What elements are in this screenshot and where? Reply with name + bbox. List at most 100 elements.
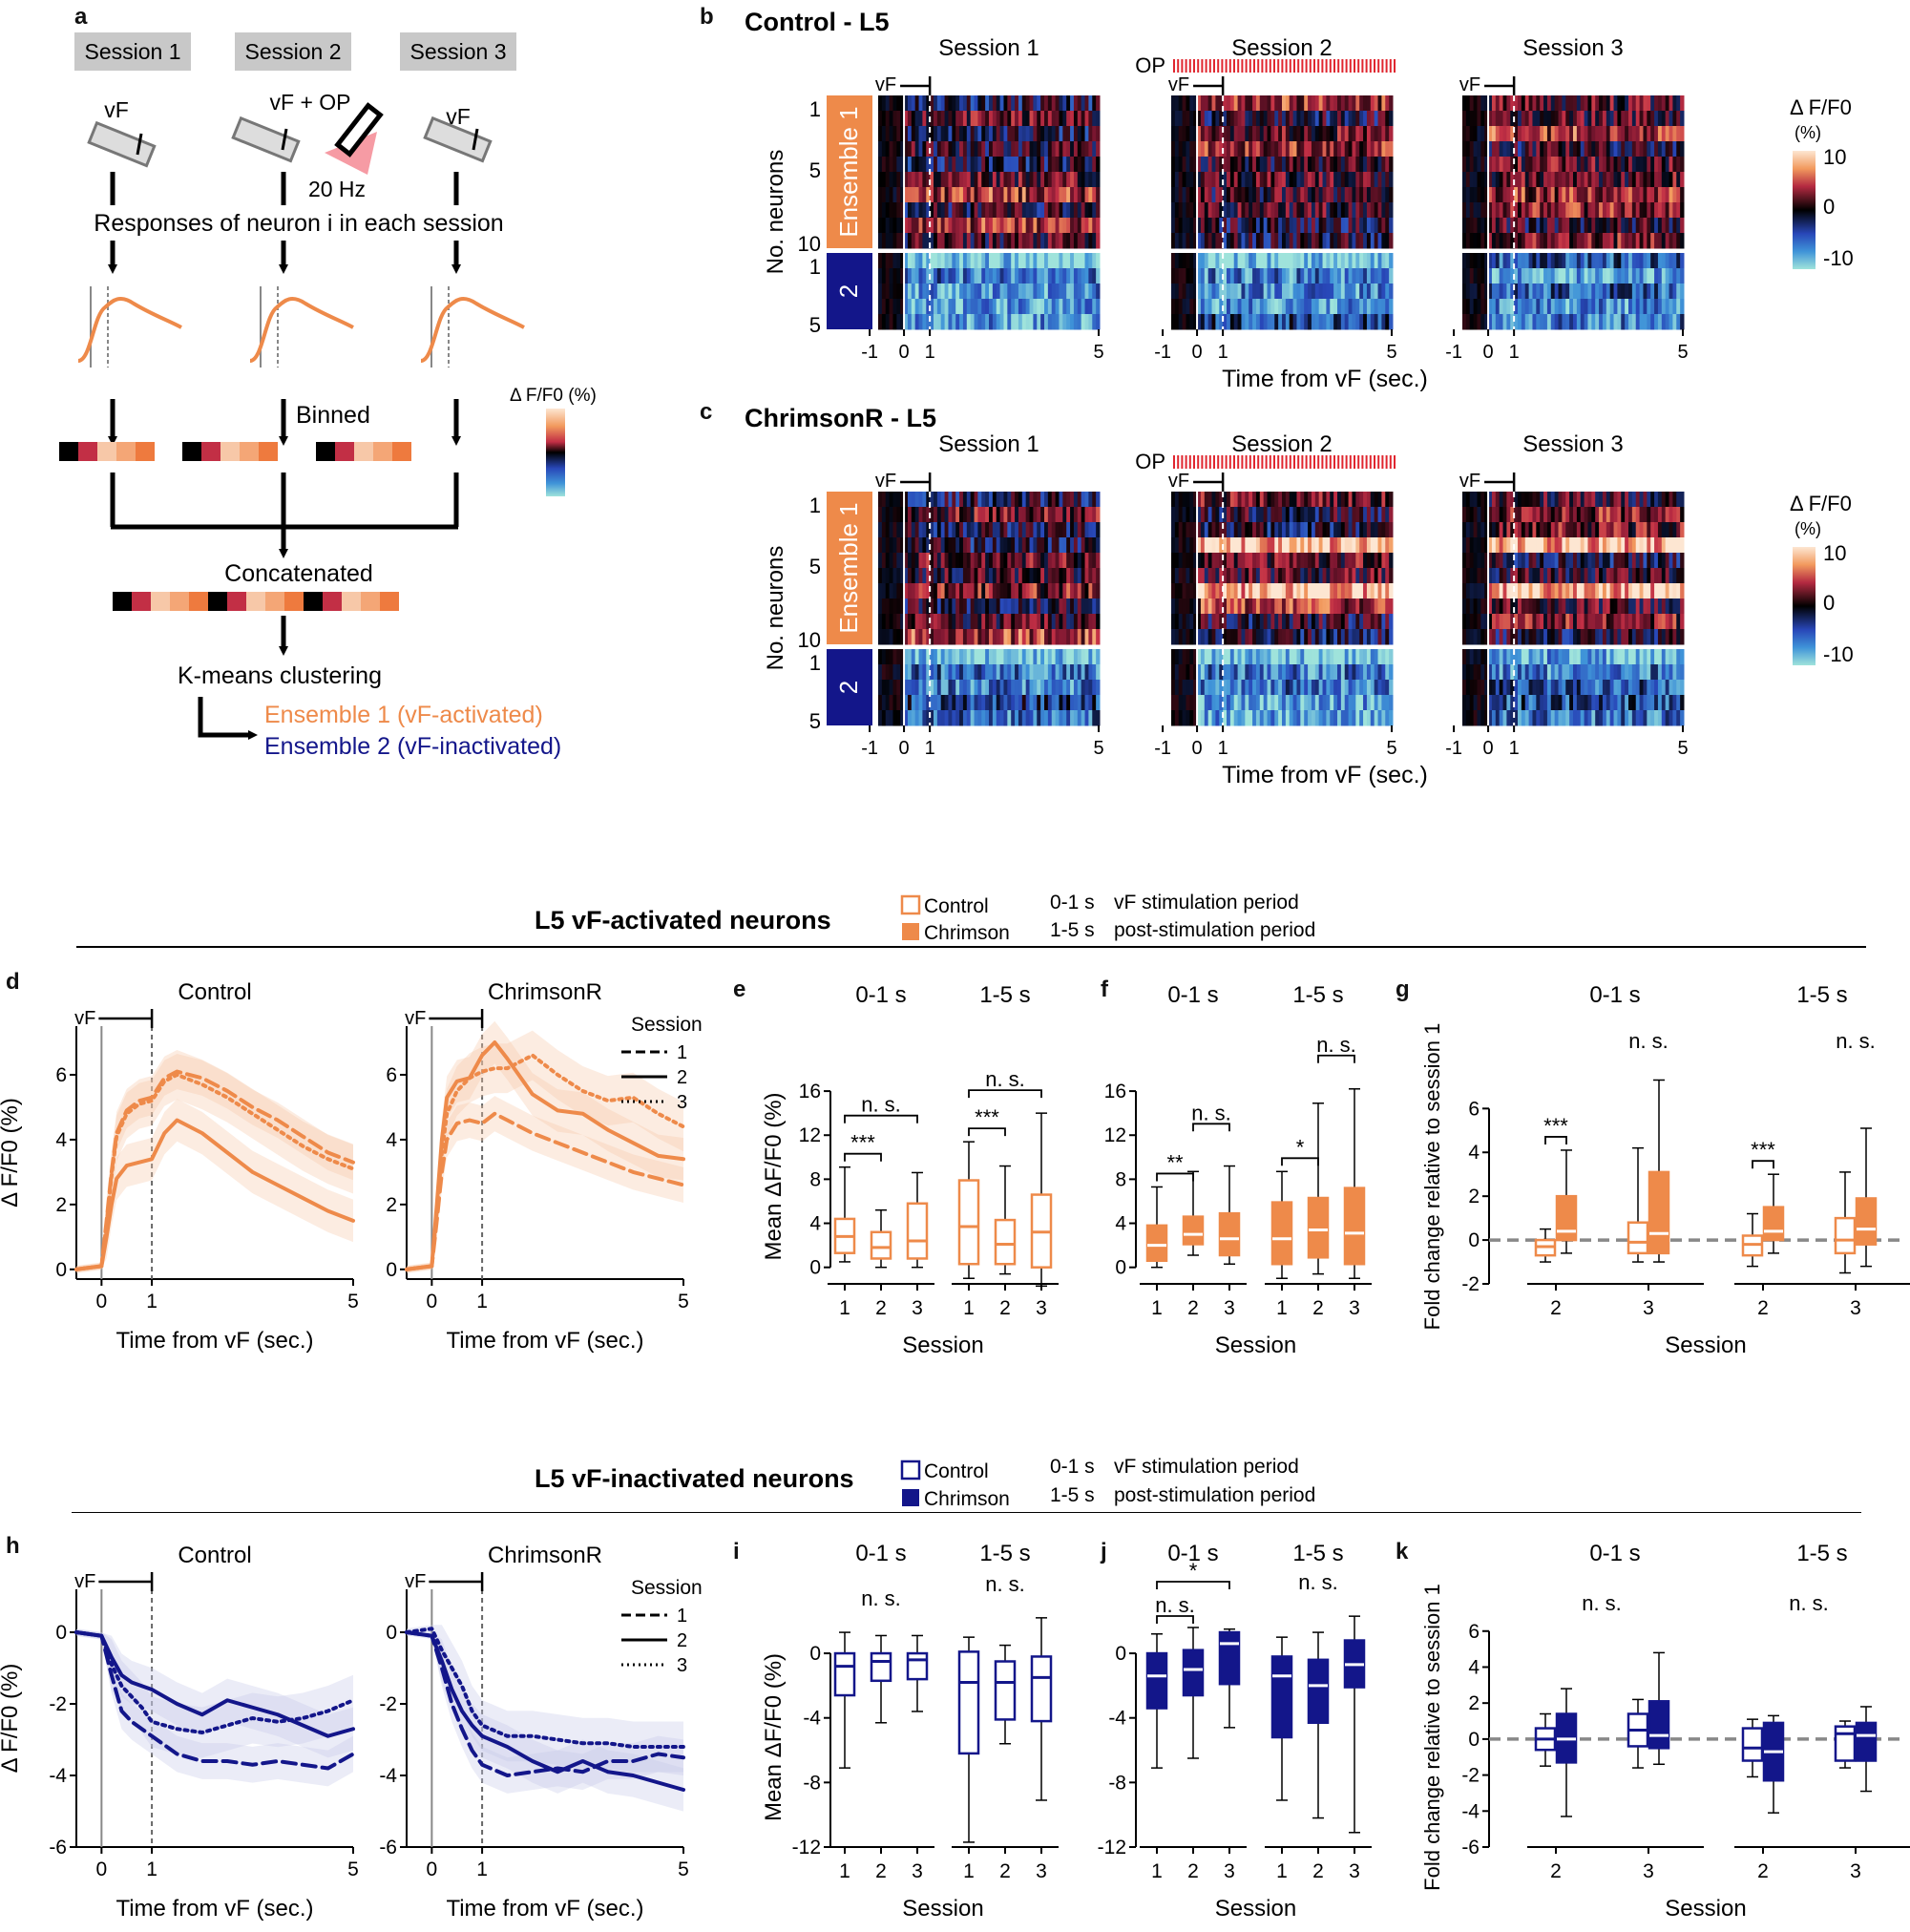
heatmap-cell	[1084, 218, 1089, 234]
heatmap-cell	[1003, 614, 1008, 630]
heatmap-cell	[1037, 614, 1041, 630]
op-pulse	[1289, 59, 1291, 73]
heatmap-cell	[1366, 253, 1372, 269]
session-1-box	[74, 32, 191, 71]
op-pulse	[1394, 59, 1396, 73]
heatmap-cell	[1219, 141, 1224, 158]
bin-cell	[354, 442, 373, 461]
op-pulse	[1374, 59, 1375, 73]
heatmap-cell	[1207, 202, 1213, 219]
heatmap-cell	[1359, 568, 1364, 584]
heatmap-cell	[1270, 284, 1275, 300]
heatmap-cell	[1639, 141, 1644, 158]
heatmap-cell	[1591, 522, 1596, 538]
heatmap-cell	[1340, 598, 1346, 615]
heatmap-cell	[1573, 126, 1578, 142]
heatmap-cell	[1318, 157, 1324, 173]
heatmap-cell	[1631, 284, 1637, 300]
heatmap-cell	[1204, 553, 1209, 569]
heatmap-cell	[1096, 614, 1101, 630]
heatmap-cell	[1502, 284, 1507, 300]
heatmap-cell	[1514, 299, 1519, 315]
heatmap-cell	[1189, 695, 1194, 711]
heatmap-cell	[1007, 141, 1012, 158]
heatmap-cell	[996, 695, 1001, 711]
heatmap-cell	[966, 680, 972, 696]
heatmap-cell	[1296, 314, 1301, 330]
heatmap-cell	[1488, 537, 1493, 554]
heatmap-cell	[1219, 664, 1224, 681]
heatmap-cell	[1204, 157, 1209, 173]
heatmap-cell	[1259, 507, 1265, 523]
heatmap-cell	[1285, 695, 1291, 711]
heatmap-cell	[1015, 492, 1019, 508]
heatmap-cell	[936, 253, 942, 269]
heatmap-cell	[1647, 187, 1651, 203]
heatmap-cell	[1289, 568, 1294, 584]
heatmap-cell	[1285, 664, 1291, 681]
x-tick-label: 5	[1386, 342, 1396, 363]
heatmap-cell	[1680, 126, 1685, 142]
heatmap-cell	[1546, 233, 1552, 249]
heatmap-cell	[1015, 598, 1019, 615]
heatmap-cell	[1241, 299, 1246, 315]
heatmap-cell	[1051, 568, 1057, 584]
heatmap-cell	[1003, 680, 1008, 696]
heatmap-cell	[1554, 233, 1560, 249]
heatmap-cell	[1576, 172, 1582, 188]
heatmap-cell	[900, 233, 905, 249]
heatmap-cell	[1355, 568, 1360, 584]
heatmap-cell	[1011, 522, 1016, 538]
heatmap-cell	[1025, 537, 1031, 554]
heatmap-cell	[1562, 507, 1566, 523]
heatmap-cell	[1055, 253, 1060, 269]
heatmap-cell	[1573, 95, 1578, 112]
heatmap-cell	[1473, 492, 1478, 508]
heatmap-cell	[1524, 492, 1530, 508]
heatmap-cell	[1333, 507, 1338, 523]
heatmap-cell	[1465, 299, 1471, 315]
heatmap-cell	[1070, 568, 1075, 584]
heatmap-cell	[944, 568, 949, 584]
heatmap-cell	[892, 268, 897, 284]
heatmap-cell	[1084, 695, 1089, 711]
heatmap-cell	[1495, 507, 1501, 523]
heatmap-cell	[952, 695, 956, 711]
heatmap-cell	[918, 553, 923, 569]
heatmap-cell	[1484, 95, 1489, 112]
heatmap-cell	[1318, 537, 1324, 554]
heatmap-cell	[1197, 233, 1202, 249]
heatmap-cell	[1355, 680, 1360, 696]
heatmap-cell	[926, 649, 931, 665]
heatmap-cell	[1267, 253, 1271, 269]
heatmap-cell	[1037, 172, 1041, 188]
heatmap-cell	[1066, 507, 1071, 523]
heatmap-cell	[1359, 126, 1364, 142]
heatmap-cell	[1308, 126, 1312, 142]
bin-cell	[113, 592, 132, 611]
heatmap-cell	[934, 695, 938, 711]
heatmap-cell	[989, 95, 994, 112]
heatmap-cell	[1040, 583, 1045, 599]
heatmap-cell	[1207, 629, 1213, 645]
heatmap-cell	[959, 649, 964, 665]
heatmap-cell	[1229, 95, 1235, 112]
heatmap-cell	[974, 598, 978, 615]
heatmap-cell	[1200, 314, 1206, 330]
heatmap-cell	[1576, 268, 1582, 284]
heatmap-cell	[1337, 314, 1342, 330]
heatmap-cell	[1018, 614, 1023, 630]
heatmap-cell	[911, 111, 916, 127]
heatmap-cell	[1178, 284, 1184, 300]
heatmap-cell	[1355, 141, 1360, 158]
heatmap-cell	[1178, 126, 1184, 142]
heatmap-cell	[1200, 299, 1206, 315]
heatmap-cell	[1037, 284, 1041, 300]
heatmap-cell	[911, 507, 916, 523]
heatmap-cell	[1363, 253, 1368, 269]
heatmap-cell	[985, 314, 990, 330]
heatmap-cell	[1657, 233, 1663, 249]
heatmap-cell	[1021, 157, 1027, 173]
heatmap-cell	[1462, 507, 1467, 523]
heatmap-cell	[948, 664, 953, 681]
